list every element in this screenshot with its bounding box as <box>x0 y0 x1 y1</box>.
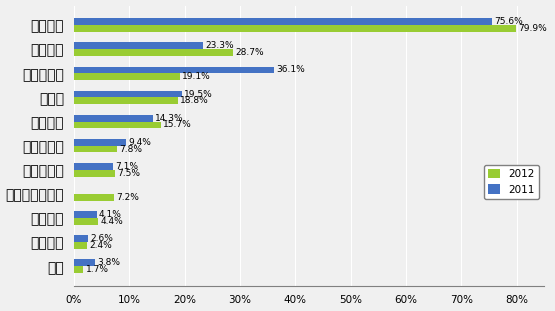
Bar <box>74 242 87 249</box>
Bar <box>74 97 178 104</box>
Text: 2.4%: 2.4% <box>89 241 112 250</box>
Bar <box>74 259 95 266</box>
Text: 7.2%: 7.2% <box>116 193 139 202</box>
Bar <box>74 91 182 97</box>
Text: 7.5%: 7.5% <box>118 169 140 178</box>
Text: 9.4%: 9.4% <box>128 138 151 147</box>
Bar <box>74 266 83 273</box>
Text: 19.1%: 19.1% <box>182 72 210 81</box>
Text: 28.7%: 28.7% <box>235 48 264 57</box>
Bar <box>74 25 516 32</box>
Text: 14.3%: 14.3% <box>155 114 184 123</box>
Text: 4.1%: 4.1% <box>99 210 122 219</box>
Text: 2.6%: 2.6% <box>90 234 113 243</box>
Bar <box>74 194 114 201</box>
Bar <box>74 18 492 25</box>
Text: 18.8%: 18.8% <box>180 96 209 105</box>
Text: 1.7%: 1.7% <box>85 265 109 274</box>
Bar <box>74 211 97 218</box>
Bar <box>74 218 98 225</box>
Text: 19.5%: 19.5% <box>184 90 213 99</box>
Bar <box>74 139 126 146</box>
Bar <box>74 115 153 122</box>
Text: 36.1%: 36.1% <box>276 65 305 74</box>
Text: 79.9%: 79.9% <box>518 24 547 33</box>
Bar <box>74 42 203 49</box>
Text: 7.1%: 7.1% <box>115 162 138 171</box>
Bar <box>74 163 113 170</box>
Bar <box>74 146 117 152</box>
Text: 75.6%: 75.6% <box>495 17 523 26</box>
Legend: 2012, 2011: 2012, 2011 <box>484 165 539 199</box>
Text: 23.3%: 23.3% <box>205 41 234 50</box>
Bar <box>74 73 180 80</box>
Text: 7.8%: 7.8% <box>119 145 142 154</box>
Text: 15.7%: 15.7% <box>163 120 192 129</box>
Bar <box>74 122 161 128</box>
Text: 3.8%: 3.8% <box>97 258 120 267</box>
Bar <box>74 235 88 242</box>
Bar <box>74 170 115 177</box>
Bar <box>74 49 233 56</box>
Bar <box>74 67 274 73</box>
Text: 4.4%: 4.4% <box>100 217 123 226</box>
